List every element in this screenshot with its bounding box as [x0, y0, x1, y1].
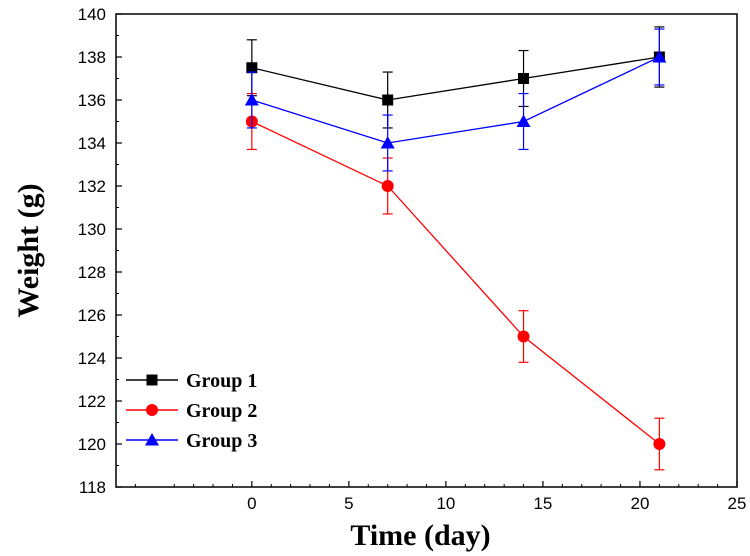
- y-axis: 118 120 122 124 126 128 130 132 134 136 138 140: [78, 5, 122, 497]
- data-point: [517, 330, 530, 343]
- series-line: [251, 56, 660, 144]
- x-tick-label: 0: [247, 494, 256, 513]
- y-tick-label: 134: [78, 134, 106, 153]
- data-point: [516, 114, 531, 127]
- data-point: [380, 136, 395, 149]
- x-axis-title: Time (day): [350, 519, 490, 552]
- legend-label: Group 1: [186, 370, 257, 392]
- data-point: [518, 73, 530, 84]
- series-2: [245, 92, 666, 471]
- y-tick-label: 124: [78, 349, 106, 368]
- series-line: [251, 120, 660, 445]
- legend-label: Group 2: [186, 400, 257, 422]
- data-point: [244, 93, 259, 106]
- y-tick-label: 130: [78, 220, 106, 239]
- x-tick-label: 15: [533, 494, 552, 513]
- legend-marker: [146, 374, 158, 386]
- y-tick-label: 120: [78, 435, 106, 454]
- y-tick-label: 118: [79, 478, 106, 497]
- x-tick-label: 25: [728, 494, 747, 513]
- legend-item: Group 3: [126, 430, 257, 452]
- legend-item: Group 1: [126, 370, 257, 392]
- series-1: [246, 26, 665, 129]
- y-tick-label: 132: [78, 177, 106, 196]
- data-point: [381, 180, 394, 192]
- data-point: [246, 62, 258, 74]
- x-tick-label: 20: [631, 494, 650, 513]
- y-tick-label: 138: [78, 48, 106, 67]
- legend: Group 1 Group 2 Group 3: [126, 370, 257, 452]
- data-point: [652, 50, 667, 63]
- y-tick-label: 128: [78, 263, 106, 282]
- y-tick-label: 126: [78, 306, 106, 325]
- y-tick-label: 140: [78, 5, 106, 24]
- y-tick-label: 122: [78, 392, 106, 411]
- legend-marker: [145, 433, 159, 446]
- x-axis: 0 5 10 15 20 25: [134, 481, 747, 513]
- legend-item: Group 2: [126, 400, 257, 422]
- x-tick-label: 10: [436, 494, 455, 513]
- series-3: [244, 28, 667, 172]
- y-tick-label: 136: [78, 91, 106, 110]
- y-axis-title: Weight (g): [12, 183, 45, 317]
- x-tick-label: 5: [344, 494, 353, 513]
- data-point: [653, 438, 666, 450]
- legend-marker: [146, 404, 158, 416]
- legend-label: Group 3: [186, 430, 257, 452]
- data-point: [382, 94, 394, 106]
- series-line: [251, 56, 660, 101]
- plot-area: [244, 26, 667, 471]
